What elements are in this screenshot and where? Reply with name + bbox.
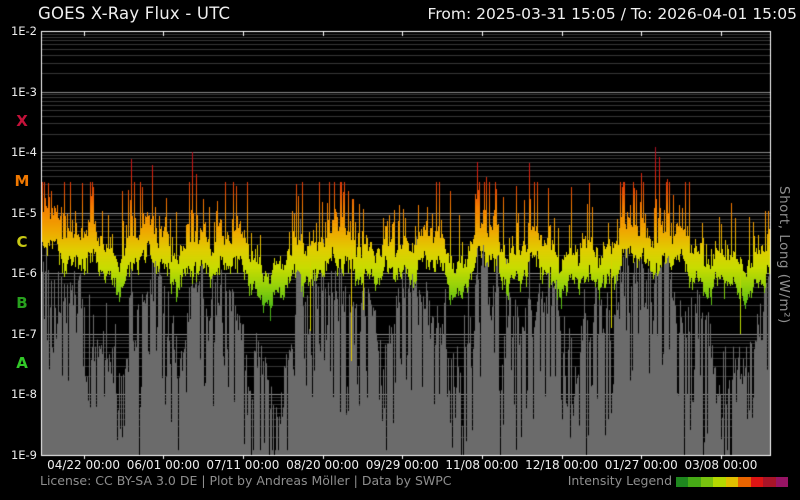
flare-class-label-m: M <box>14 172 30 191</box>
y-tick-label: 1E-7 <box>10 326 37 341</box>
x-tick-label: 07/11 00:00 <box>206 458 280 472</box>
page-title: GOES X-Ray Flux - UTC <box>38 4 231 23</box>
y-tick-label: 1E-5 <box>10 205 37 220</box>
intensity-legend-colorbar <box>676 477 788 487</box>
intensity-legend-label: Intensity Legend <box>567 473 672 488</box>
legend-swatch <box>688 477 701 487</box>
time-range-label: From: 2025-03-31 15:05 / To: 2026-04-01 … <box>427 5 797 23</box>
legend-swatch <box>713 477 726 487</box>
y-tick-label: 1E-2 <box>10 24 37 38</box>
flare-class-label-x: X <box>16 111 28 130</box>
y-tick-label: 1E-3 <box>10 84 37 99</box>
x-tick-label: 08/20 00:00 <box>286 458 360 472</box>
legend-swatch <box>750 477 764 487</box>
y-tick-label: 1E-6 <box>10 266 37 281</box>
flare-class-label-c: C <box>16 233 28 251</box>
flare-class-label-b: B <box>16 293 28 312</box>
x-tick-label: 06/01 00:00 <box>126 458 200 472</box>
legend-swatch <box>676 477 689 487</box>
legend-swatch <box>700 477 714 487</box>
y-tick-label: 1E-9 <box>10 448 37 462</box>
x-tick-label: 03/08 00:00 <box>684 458 758 472</box>
x-tick-label: 12/18 00:00 <box>525 458 599 472</box>
legend-swatch <box>763 477 776 487</box>
legend-swatch <box>725 477 739 487</box>
legend-swatch <box>738 477 751 487</box>
y-tick-label: 1E-4 <box>10 145 37 160</box>
x-tick-label: 11/08 00:00 <box>445 458 519 472</box>
x-tick-label: 09/29 00:00 <box>365 458 439 472</box>
legend-swatch <box>775 477 788 487</box>
y-tick-label: 1E-8 <box>10 387 37 402</box>
x-tick-label: 01/27 00:00 <box>604 458 678 472</box>
license-text: License: CC BY-SA 3.0 DE | Plot by Andre… <box>40 473 452 488</box>
right-axis-label: Short, Long (W/m²) <box>776 186 792 324</box>
flare-class-label-a: A <box>16 354 28 373</box>
x-tick-label: 04/22 00:00 <box>47 458 121 472</box>
